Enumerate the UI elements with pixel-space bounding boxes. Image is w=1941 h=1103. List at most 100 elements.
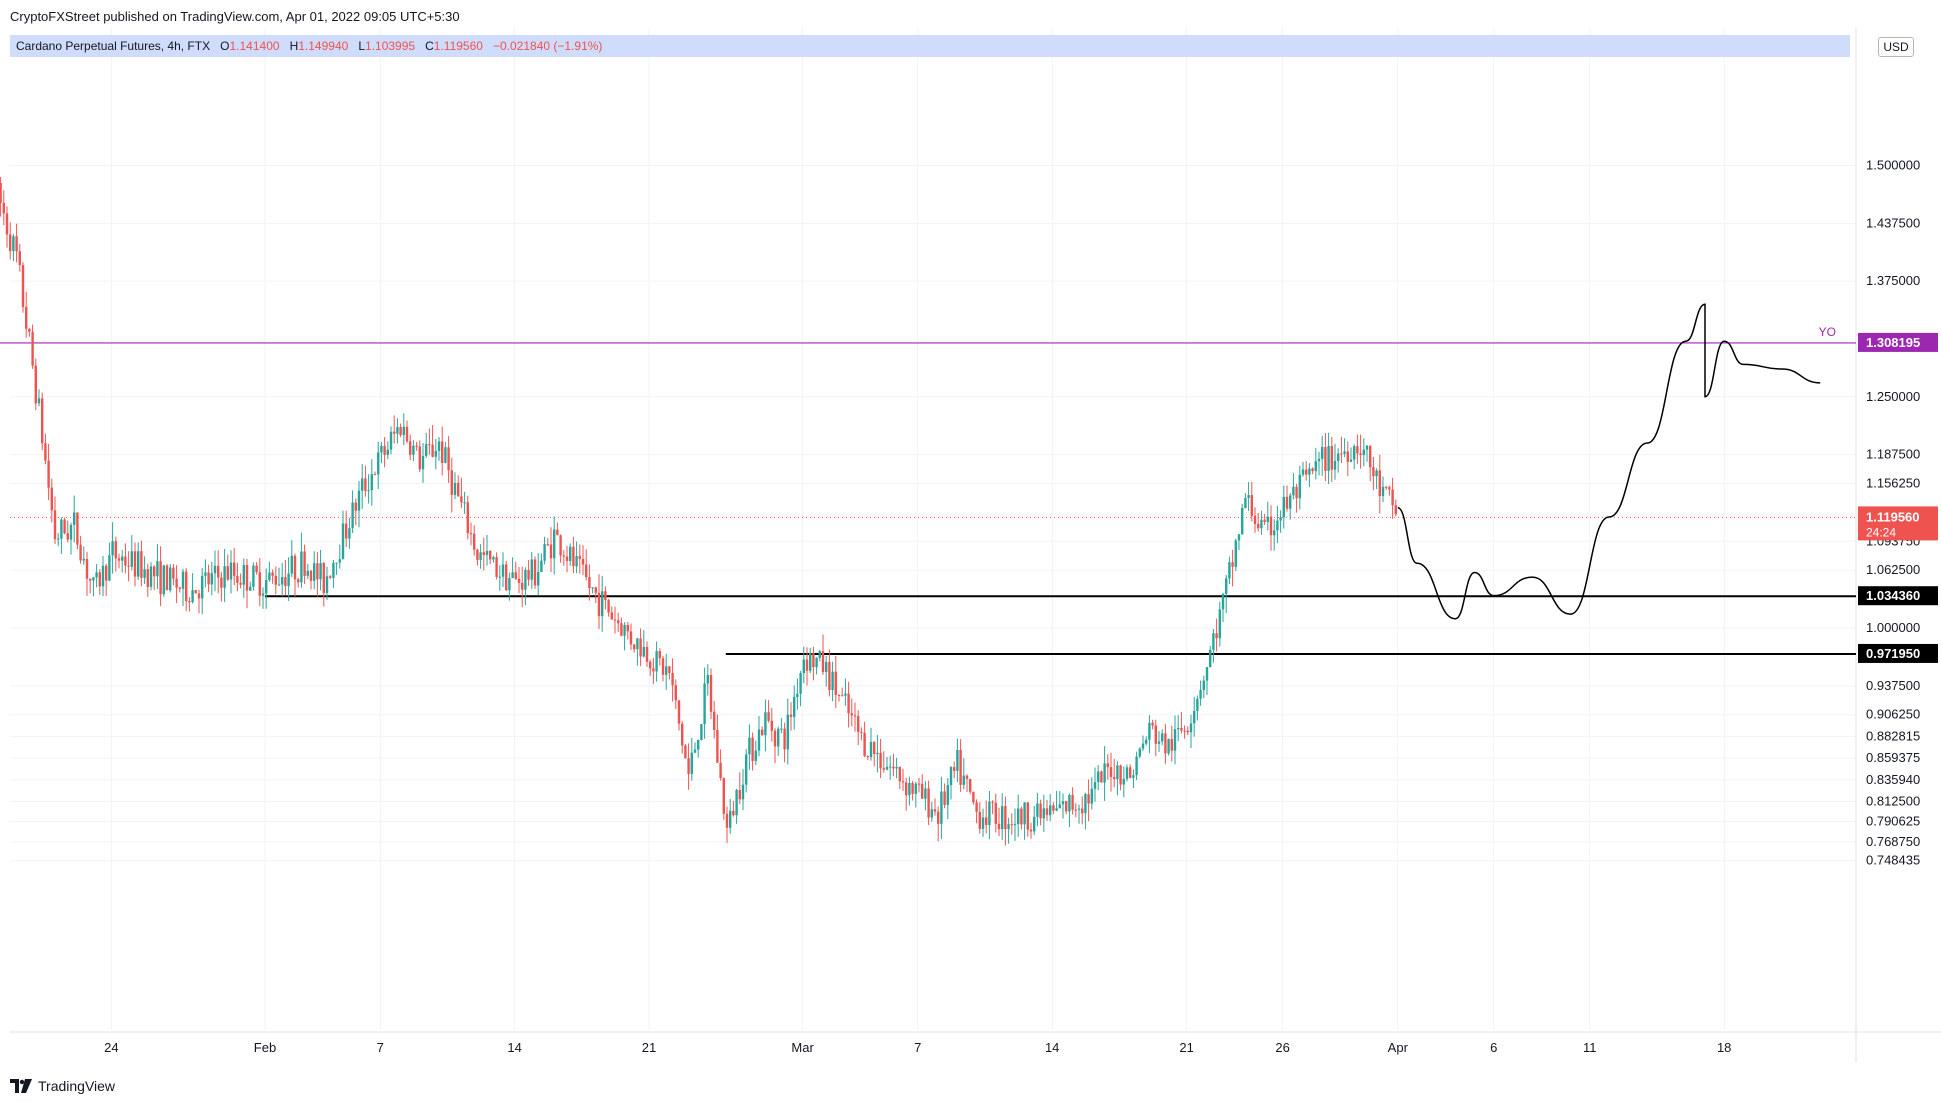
candle [837, 694, 841, 702]
candle [2, 190, 5, 226]
candle [1372, 456, 1375, 491]
candle [1263, 513, 1266, 526]
candle [1381, 476, 1385, 503]
candle [546, 538, 549, 547]
y-tick-label: 1.437500 [1866, 215, 1920, 230]
candle [210, 561, 213, 596]
candle [1103, 746, 1106, 801]
candle [1087, 779, 1090, 822]
candle [485, 534, 489, 566]
candle [943, 783, 946, 809]
high-label: H [289, 39, 299, 53]
candle [693, 742, 697, 754]
candle [1125, 764, 1129, 782]
candle [1362, 438, 1365, 467]
candle [242, 558, 245, 598]
candle [409, 434, 412, 461]
footer-brand[interactable]: TradingView [10, 1076, 115, 1096]
candle [1359, 434, 1362, 469]
candle [95, 564, 98, 588]
projection-curve [1397, 303, 1821, 620]
candle [1225, 574, 1228, 614]
y-tick-label: 0.937500 [1866, 678, 1920, 693]
time-axis[interactable]: 24 Feb 7 14 21 Mar 7 14 21 26 Apr 6 11 18 [104, 1040, 1731, 1055]
candle [415, 441, 418, 451]
candle [828, 649, 831, 697]
candle [844, 678, 847, 706]
candle [1177, 715, 1180, 742]
candle [933, 798, 937, 816]
candle [796, 678, 799, 710]
candle [661, 655, 665, 682]
candle [479, 544, 482, 569]
candle [319, 549, 322, 591]
candle [201, 567, 204, 615]
candle [665, 653, 668, 690]
candle [809, 647, 812, 674]
candle [271, 569, 274, 584]
candle [249, 581, 252, 591]
candle [1247, 482, 1250, 512]
candle [162, 564, 165, 597]
candle [1282, 485, 1285, 529]
candle [1090, 777, 1093, 810]
candle [725, 806, 729, 843]
candle [1196, 695, 1199, 721]
candle [377, 441, 380, 490]
candle [191, 573, 194, 604]
candle [354, 498, 357, 526]
candle [1244, 493, 1247, 509]
candle [1180, 711, 1183, 734]
candle [645, 641, 649, 667]
candle [0, 176, 2, 217]
candle [268, 561, 271, 582]
currency-button[interactable]: USD [1878, 37, 1914, 57]
candle [911, 780, 914, 801]
x-tick-label: Apr [1388, 1040, 1409, 1055]
candle [335, 562, 338, 575]
candle [121, 549, 124, 573]
candle [953, 761, 956, 779]
candle [108, 542, 111, 582]
candle [991, 800, 994, 815]
candle [220, 572, 223, 602]
candle [972, 791, 975, 805]
candle [1346, 441, 1349, 477]
level-price-tag-0: 1.308195 [1866, 335, 1920, 350]
candle [476, 548, 479, 566]
bar-countdown: 24:24 [1866, 525, 1896, 539]
high-value: 1.149940 [298, 39, 349, 53]
candle [1138, 747, 1141, 759]
candle [1305, 461, 1308, 481]
candle [412, 440, 415, 462]
candle [786, 698, 789, 765]
price-axis[interactable]: 1.500000 1.437500 1.375000 1.250000 1.187500… [1866, 158, 1920, 868]
candle [1353, 444, 1356, 470]
candle [1269, 505, 1273, 551]
candle [1250, 481, 1253, 522]
candle [965, 774, 969, 792]
candle [1295, 483, 1298, 513]
candle [1231, 549, 1234, 587]
candle [21, 262, 25, 313]
candle [1097, 765, 1100, 791]
candle [1375, 468, 1378, 490]
last-price-tag: 1.119560 [1866, 509, 1920, 524]
candle [34, 358, 37, 410]
candle [98, 569, 101, 595]
candle [47, 443, 50, 500]
candle [245, 559, 249, 609]
candle [1228, 556, 1231, 585]
symbol-name: Cardano Perpetual Futures, 4h, FTX [16, 39, 211, 53]
open-value: 1.141400 [229, 39, 280, 53]
candle [277, 567, 281, 586]
candle [956, 738, 959, 782]
candle [466, 495, 469, 540]
candle [684, 744, 687, 759]
candle [1257, 512, 1260, 532]
candle [300, 532, 303, 588]
candle [850, 698, 853, 727]
candle [745, 749, 748, 793]
candle [495, 552, 498, 580]
